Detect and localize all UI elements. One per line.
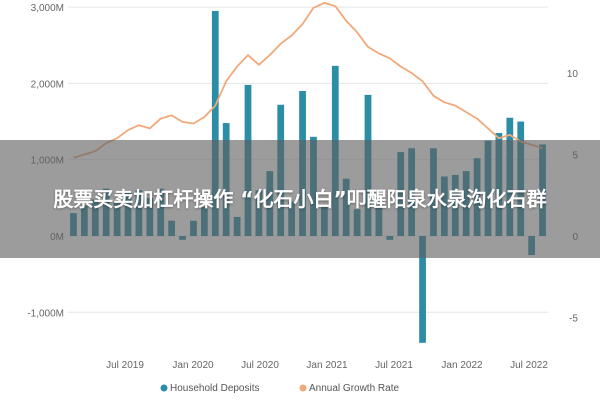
overlay-title: 股票买卖加杠杆操作 “化石小白”叩醒阳泉水泉沟化石群 <box>53 187 547 211</box>
line-series <box>73 2 543 159</box>
overlay-banner: 股票买卖加杠杆操作 “化石小白”叩醒阳泉水泉沟化石群 <box>0 140 600 258</box>
y-left-tick-label: -1,000M <box>27 308 64 319</box>
y-left-tick-label: 2,000M <box>31 79 64 90</box>
legend-label-annual-growth-rate: Annual Growth Rate <box>309 383 399 394</box>
y-right-tick-label: -5 <box>569 314 578 325</box>
bar <box>419 236 426 343</box>
bar <box>211 10 219 237</box>
legend-swatch-household-deposits <box>160 384 168 392</box>
legend-label-household-deposits: Household Deposits <box>170 383 260 394</box>
growth-rate-line <box>73 2 543 159</box>
x-tick-label: Jul 2020 <box>241 360 279 371</box>
x-tick-label: Jul 2019 <box>106 360 144 371</box>
x-tick-label: Jan 2022 <box>441 360 483 371</box>
x-tick-label: Jan 2020 <box>172 360 214 371</box>
x-axis-tick-labels: Jul 2019 Jan 2020 Jul 2020 Jan 2021 Jul 2021… <box>106 360 548 371</box>
x-tick-label: Jul 2022 <box>510 360 548 371</box>
y-left-tick-label: 3,000M <box>31 3 64 14</box>
x-tick-label: Jan 2021 <box>306 360 348 371</box>
y-right-tick-label: 10 <box>567 69 579 80</box>
x-tick-label: Jul 2021 <box>375 360 413 371</box>
legend: Household Deposits Annual Growth Rate <box>160 383 399 394</box>
legend-swatch-annual-growth-rate <box>299 384 307 392</box>
